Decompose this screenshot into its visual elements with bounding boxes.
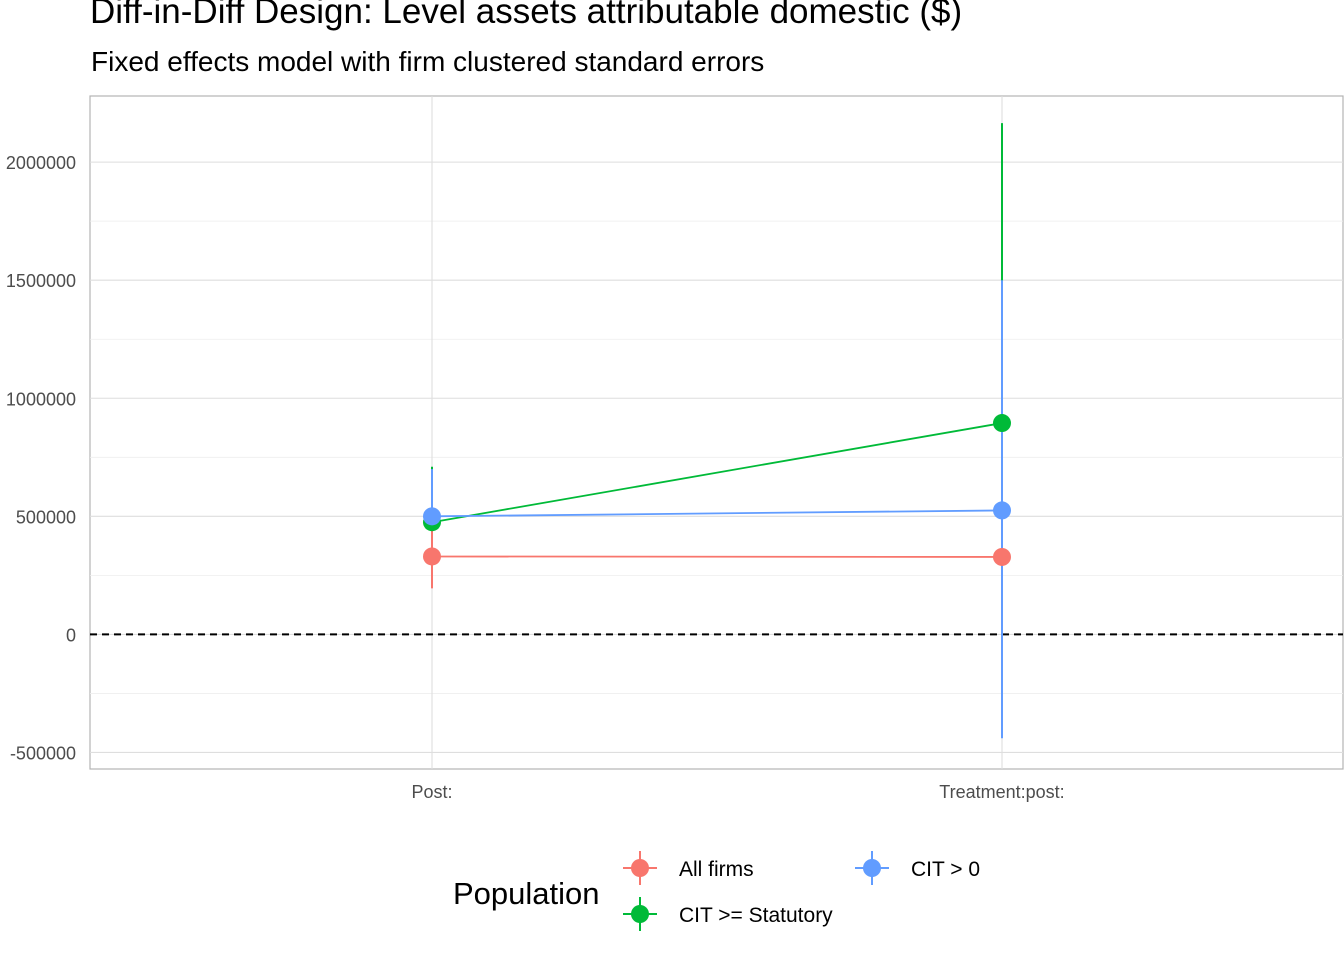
legend: Population All firms CIT >= Statutory CIT >… (453, 851, 980, 931)
data-point (993, 547, 1011, 566)
y-tick-label: -500000 (10, 743, 76, 763)
legend-key-point (631, 905, 649, 923)
legend-label: CIT > 0 (911, 858, 980, 881)
x-tick-label: Post: (411, 782, 452, 802)
legend-item: All firms (623, 851, 754, 885)
legend-key-point (863, 859, 881, 877)
series-layer (423, 123, 1011, 739)
data-point (423, 507, 441, 526)
y-tick-label: 0 (66, 625, 76, 645)
legend-key-point (631, 859, 649, 877)
chart-subtitle: Fixed effects model with firm clustered … (91, 46, 765, 77)
y-tick-label: 1000000 (6, 389, 76, 409)
data-point (993, 414, 1011, 433)
chart-title: Diff-in-Diff Design: Level assets attrib… (90, 0, 963, 31)
plot-panel (89, 95, 1344, 770)
y-tick-label: 2000000 (6, 153, 76, 173)
x-tick-label: Treatment:post: (939, 782, 1064, 802)
y-tick-label: 500000 (16, 507, 76, 527)
data-point (993, 501, 1011, 520)
legend-label: All firms (679, 858, 754, 881)
legend-item: CIT >= Statutory (623, 897, 833, 931)
series-line (431, 422, 1003, 524)
y-tick-label: 1500000 (6, 271, 76, 291)
legend-title: Population (453, 876, 600, 911)
legend-label: CIT >= Statutory (679, 904, 833, 927)
series-line (431, 509, 1003, 518)
legend-item: CIT > 0 (855, 851, 980, 885)
data-point (423, 547, 441, 566)
axis-labels: -500000 0 500000 1000000 1500000 2000000 Post:… (6, 153, 1065, 802)
